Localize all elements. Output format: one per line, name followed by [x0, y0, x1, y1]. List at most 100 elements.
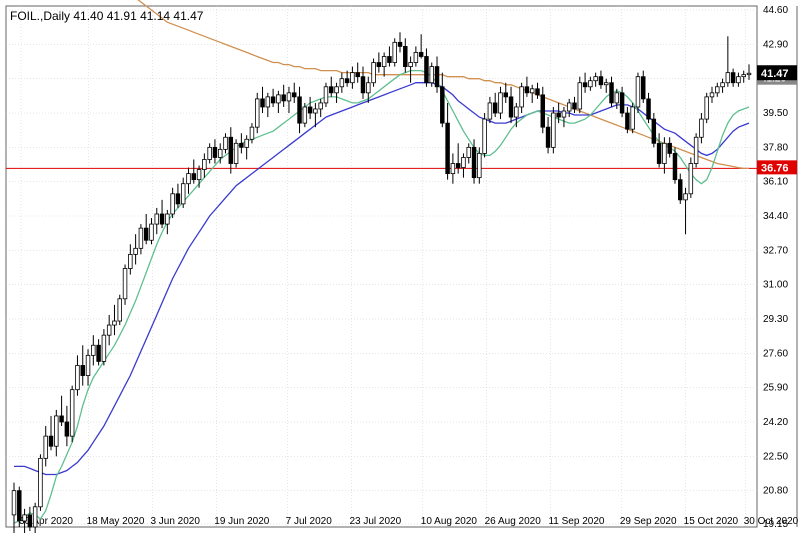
candle	[28, 515, 32, 527]
candle	[113, 321, 117, 325]
candle	[33, 507, 37, 527]
candle	[641, 77, 645, 99]
candle	[620, 93, 624, 113]
candle	[97, 345, 101, 361]
candle	[747, 73, 751, 74]
candle	[705, 97, 709, 119]
candle	[594, 77, 598, 81]
y-tick-label: 37.80	[763, 142, 788, 153]
candle	[589, 81, 593, 87]
candle	[329, 87, 333, 93]
candle	[17, 491, 21, 521]
candle	[39, 458, 43, 506]
candle	[562, 111, 566, 117]
candle	[282, 95, 286, 101]
candle	[419, 52, 423, 56]
candle	[557, 113, 561, 117]
candle	[76, 365, 80, 389]
candle	[335, 87, 339, 93]
candle	[176, 194, 180, 204]
candle	[255, 99, 259, 127]
x-tick-label: 15 Oct 2020	[684, 516, 739, 527]
y-tick-label: 42.90	[763, 39, 788, 50]
candle	[324, 87, 328, 103]
candle	[54, 416, 58, 446]
candle	[234, 143, 238, 163]
candle	[710, 93, 714, 97]
candle	[261, 99, 265, 107]
candle	[615, 93, 619, 103]
candle	[134, 248, 138, 254]
candle	[118, 299, 122, 321]
candle	[139, 228, 143, 248]
y-tick-label: 34.40	[763, 211, 788, 222]
x-tick-label: 29 Sep 2020	[620, 516, 677, 527]
candle	[737, 77, 741, 83]
candle	[573, 103, 577, 109]
candle	[425, 56, 429, 82]
candle	[382, 56, 386, 66]
candle	[303, 107, 307, 123]
candle	[44, 436, 48, 458]
chart-title: FOIL.,Daily 41.40 41.91 41.14 41.47	[10, 9, 204, 23]
candle	[277, 95, 281, 103]
candle	[181, 184, 185, 204]
candle	[678, 180, 682, 200]
candle	[271, 97, 275, 103]
candle	[91, 345, 95, 355]
candle	[472, 147, 476, 177]
candle	[266, 97, 270, 107]
candle	[372, 63, 376, 83]
x-tick-label: 30 Apr 2020	[19, 516, 73, 527]
candle	[530, 89, 534, 93]
y-tick-label: 39.50	[763, 108, 788, 119]
candle	[546, 127, 550, 147]
candle	[292, 93, 296, 97]
candle	[366, 83, 370, 93]
candle	[504, 93, 508, 97]
candle	[715, 87, 719, 93]
candle	[721, 83, 725, 87]
candle	[150, 224, 154, 240]
candle	[403, 46, 407, 66]
candle	[351, 73, 355, 83]
candle	[578, 83, 582, 109]
candle	[446, 123, 450, 173]
candle	[171, 194, 175, 214]
x-tick-label: 7 Jul 2020	[286, 516, 333, 527]
candlestick-chart: 19.1520.8022.5024.2025.9027.6029.3031.00…	[0, 0, 800, 533]
candle	[488, 103, 492, 119]
candle	[663, 143, 667, 163]
x-tick-label: 26 Aug 2020	[485, 516, 542, 527]
y-tick-label: 22.50	[763, 451, 788, 462]
candle	[218, 149, 222, 157]
candle	[456, 164, 460, 168]
candle	[414, 52, 418, 62]
y-tick-label: 44.60	[763, 5, 788, 16]
candle	[377, 63, 381, 67]
candle	[245, 139, 249, 147]
candle	[604, 83, 608, 85]
candle	[647, 99, 651, 119]
candle	[361, 77, 365, 93]
candle	[86, 355, 90, 375]
x-tick-label: 11 Sep 2020	[548, 516, 604, 527]
candle	[673, 153, 677, 179]
candle	[567, 103, 571, 111]
candle	[393, 42, 397, 62]
candle	[107, 325, 111, 335]
candle	[81, 365, 85, 375]
candle	[144, 228, 148, 240]
candle	[12, 491, 16, 515]
candle	[636, 77, 640, 107]
candle	[700, 119, 704, 137]
y-tick-label: 27.60	[763, 348, 788, 359]
candle	[541, 95, 545, 127]
candle	[599, 77, 603, 85]
x-tick-label: 30 Oct 2020	[744, 516, 799, 527]
candle	[166, 214, 170, 224]
candle	[657, 143, 661, 163]
candle	[435, 67, 439, 87]
candle	[631, 107, 635, 129]
candle	[49, 436, 53, 446]
